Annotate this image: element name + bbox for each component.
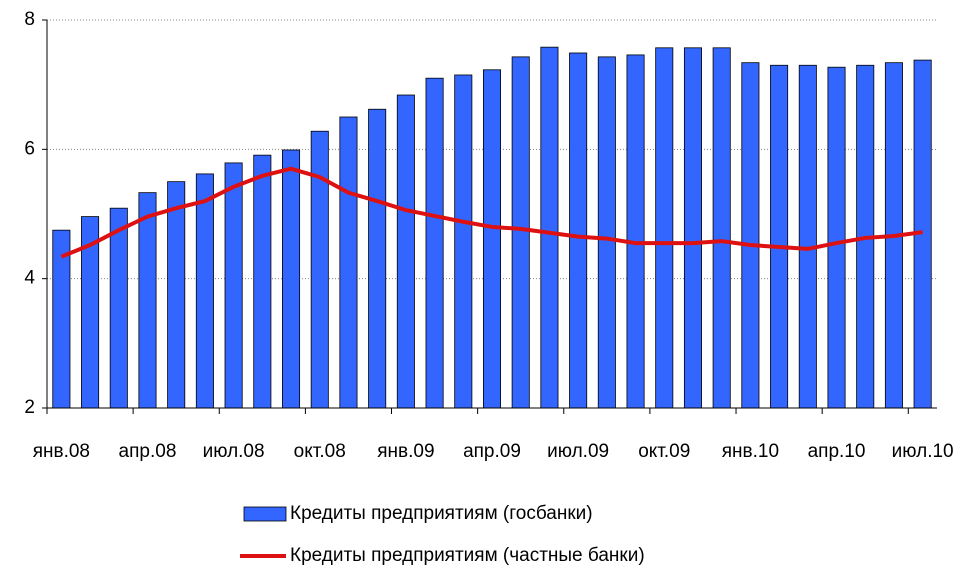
line [60, 166, 923, 259]
x-tick-label: апр.10 [808, 441, 866, 462]
bar [224, 162, 243, 409]
x-tick-label: апр.08 [119, 441, 177, 462]
bar [339, 116, 358, 409]
bar [253, 154, 272, 409]
bar [626, 54, 645, 409]
bar [741, 62, 760, 409]
bar [167, 181, 186, 409]
y-tick-label: 8 [24, 9, 35, 30]
bar [770, 64, 789, 409]
legend-label: Кредиты предприятиям (госбанки) [290, 503, 593, 524]
x-tick-label: янв.08 [33, 441, 90, 462]
bar [195, 173, 214, 409]
bar [454, 74, 473, 409]
bar [683, 47, 702, 409]
y-tick-label: 6 [24, 138, 35, 159]
x-tick-label: окт.08 [294, 441, 346, 462]
bar [282, 149, 301, 409]
x-tick-label: окт.09 [638, 441, 690, 462]
legend-swatch [243, 506, 287, 522]
y-tick-label: 2 [24, 397, 35, 418]
bar [569, 52, 588, 409]
x-tick-label: апр.09 [463, 441, 521, 462]
bar [310, 130, 329, 409]
x-tick-label: янв.09 [377, 441, 434, 462]
bar [109, 207, 128, 409]
bar [396, 94, 415, 409]
bar [368, 108, 387, 409]
x-tick-label: янв.10 [722, 441, 779, 462]
x-tick-label: июл.09 [547, 441, 609, 462]
x-tick-label: июл.08 [203, 441, 265, 462]
bar [712, 47, 731, 409]
bar [482, 69, 502, 409]
legend-label: Кредиты предприятиям (частные банки) [290, 545, 645, 566]
bar [511, 56, 530, 409]
x-tick-label: июл.10 [892, 441, 954, 462]
y-tick-label: 4 [24, 268, 35, 289]
bar [597, 56, 616, 409]
bar [425, 77, 444, 409]
bar [138, 192, 157, 409]
bar [540, 46, 559, 409]
bar [798, 64, 817, 409]
bar [52, 229, 71, 409]
bar [827, 66, 846, 409]
bar [655, 47, 674, 409]
